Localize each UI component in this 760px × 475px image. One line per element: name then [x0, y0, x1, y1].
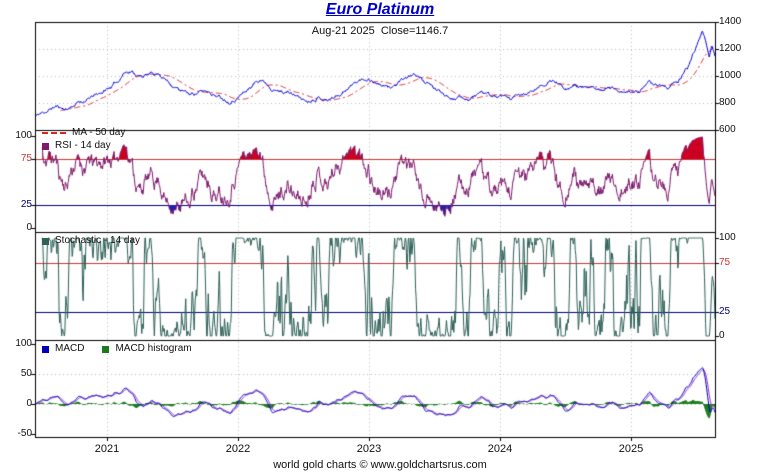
x-tick-2025: 2025: [618, 443, 644, 455]
y-tick-price-800: 800: [719, 97, 736, 108]
y-tick-rsi-75: 75: [20, 153, 32, 164]
x-tick-2024: 2024: [487, 443, 513, 455]
legend-rsi: RSI - 14 day: [42, 141, 111, 151]
legend-macd-label: MACD: [55, 343, 85, 354]
y-tick-stoch-100: 100: [719, 232, 736, 243]
y-tick-price-1400: 1400: [719, 16, 742, 27]
y-tick-stoch-25: 25: [719, 306, 731, 317]
legend-stochastic: Stochastic - 14 day: [42, 236, 140, 246]
page-title: Euro Platinum: [325, 1, 435, 18]
legend-ma-label: MA - 50 day: [72, 127, 126, 138]
y-tick-macd-50: 50: [20, 368, 32, 379]
legend-ma: MA - 50 day: [42, 128, 125, 138]
y-tick-rsi-100: 100: [15, 130, 32, 141]
rsi-swatch-icon: [42, 142, 49, 150]
legend-macd: MACD MACD histogram: [42, 344, 192, 354]
ma-dashed-line-icon: [42, 132, 66, 134]
y-tick-price-1000: 1000: [719, 70, 742, 81]
legend-macd-histogram-label: MACD histogram: [115, 343, 192, 354]
macd-swatch-icon: [42, 345, 49, 353]
y-tick-stoch-75: 75: [719, 257, 731, 268]
stochastic-swatch-icon: [42, 237, 49, 245]
y-tick-rsi-0: 0: [26, 222, 32, 233]
y-tick-macd-100: 100: [15, 338, 32, 349]
legend-stochastic-label: Stochastic - 14 day: [55, 235, 141, 246]
x-tick-2021: 2021: [94, 443, 120, 455]
x-tick-2022: 2022: [225, 443, 251, 455]
y-tick-macd--50: -50: [17, 428, 32, 439]
legend-rsi-label: RSI - 14 day: [55, 140, 111, 151]
y-tick-price-600: 600: [719, 124, 736, 135]
macd-histogram-swatch-icon: [102, 345, 110, 353]
y-tick-macd-0: 0: [26, 398, 32, 409]
footer-credit: world gold charts © www.goldchartsrus.co…: [273, 459, 487, 471]
y-tick-stoch-0: 0: [719, 330, 725, 341]
date-close-readout: Aug-21 2025 Close=1146.7: [311, 25, 449, 37]
y-tick-price-1200: 1200: [719, 43, 742, 54]
y-tick-rsi-25: 25: [20, 199, 32, 210]
x-tick-2023: 2023: [356, 443, 382, 455]
